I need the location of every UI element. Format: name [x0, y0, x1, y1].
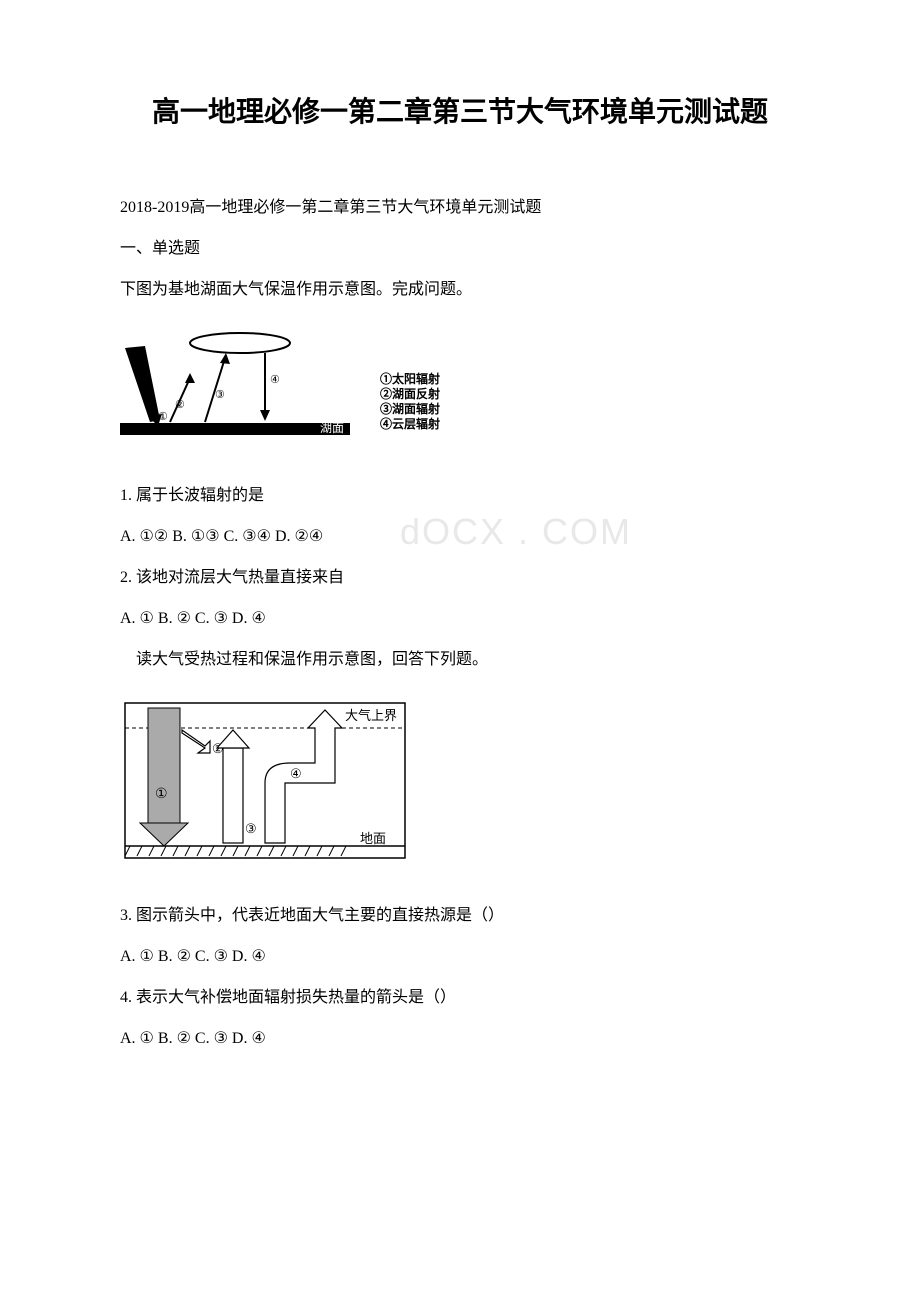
arrow-3-label: ③: [245, 821, 257, 836]
ground-label: 地面: [360, 831, 386, 846]
subtitle: 2018-2019高一地理必修一第二章第三节大气环境单元测试题: [120, 190, 800, 225]
arrow-lake-emission: [205, 353, 230, 422]
figure-2: 大气上界 地面: [120, 698, 800, 868]
section-heading: 一、单选题: [120, 231, 800, 266]
legend-item-2: ②湖面反射: [380, 386, 440, 401]
top-boundary-label: 大气上界: [345, 708, 397, 723]
arrow-1-label: ①: [155, 787, 168, 802]
atmosphere-heat-diagram: 大气上界 地面: [120, 698, 420, 868]
question-1-options: A. ①② B. ①③ C. ③④ D. ②④: [120, 519, 800, 554]
cloud-shape: [190, 333, 290, 353]
arrow-sun-radiation: [125, 346, 162, 426]
question-1-text: 1. 属于长波辐射的是: [120, 478, 800, 513]
question-2-text: 2. 该地对流层大气热量直接来自: [120, 560, 800, 595]
arrow-4-label: ④: [290, 766, 302, 781]
intro-text-2: 读大气受热过程和保温作用示意图，回答下列题。: [120, 642, 800, 677]
arrow-4-curved: [265, 710, 342, 843]
intro-text-1: 下图为基地湖面大气保温作用示意图。完成问题。: [120, 272, 800, 307]
arrow-4-label: ④: [270, 374, 280, 386]
figure-1: 湖面 ① ② ③ ④ ①太阳辐射: [120, 328, 800, 448]
arrow-reflection: [170, 373, 195, 422]
legend-item-3: ③湖面辐射: [380, 401, 440, 416]
question-3-text: 3. 图示箭头中，代表近地面大气主要的直接热源是（）: [120, 898, 800, 933]
legend-item-1: ①太阳辐射: [380, 371, 440, 386]
question-4-options: A. ① B. ② C. ③ D. ④: [120, 1021, 800, 1056]
arrow-2-reflected: [182, 730, 210, 753]
question-3-options: A. ① B. ② C. ③ D. ④: [120, 939, 800, 974]
arrow-cloud-emission: [260, 353, 270, 421]
question-4-text: 4. 表示大气补偿地面辐射损失热量的箭头是（）: [120, 980, 800, 1015]
surface-label: 湖面: [320, 420, 344, 435]
arrow-2-label: ②: [175, 399, 185, 411]
arrow-1-big-down: [140, 708, 188, 846]
question-2-options: A. ① B. ② C. ③ D. ④: [120, 601, 800, 636]
arrow-3-label: ③: [215, 389, 225, 401]
legend-item-4: ④云层辐射: [380, 416, 440, 431]
arrow-1-label: ①: [158, 411, 168, 423]
page-title: 高一地理必修一第二章第三节大气环境单元测试题: [120, 90, 800, 130]
ground-hatching: [125, 846, 405, 856]
lake-radiation-diagram: 湖面 ① ② ③ ④ ①太阳辐射: [120, 328, 480, 448]
lake-surface: [120, 423, 350, 435]
